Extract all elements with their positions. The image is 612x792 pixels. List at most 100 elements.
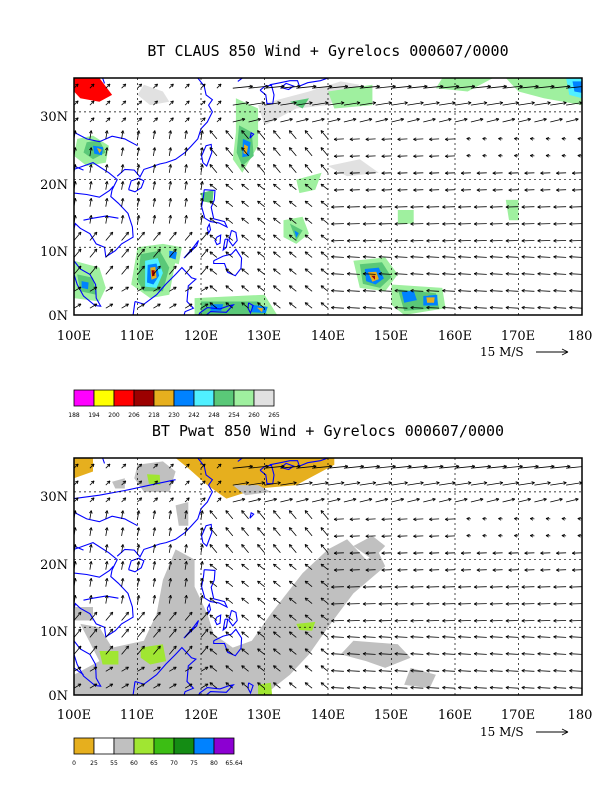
wind-vector [296,102,313,106]
wind-vector-head [257,147,261,151]
wind-vector-head [304,527,309,531]
wind-vector [105,117,111,123]
coastline [74,667,84,676]
wind-vector-head [333,568,338,572]
wind-vector [184,198,187,207]
wind-vector [248,465,269,469]
coastline [228,229,238,247]
wind-vector-head [388,101,392,105]
wind-vector-head [225,665,229,669]
wind-vector [320,563,329,571]
wind-vector-head [499,101,504,105]
wind-vector-head [394,288,398,293]
wind-vector-head [410,668,414,673]
wind-vector-head [349,154,354,158]
fill-region [151,270,155,277]
wind-vector [89,544,92,553]
wind-vector-head [349,517,354,522]
wind-vector-head [173,611,177,616]
wind-vector [121,83,127,89]
wind-vector [257,527,265,537]
wind-vector-head [537,305,541,310]
wind-vector-head [340,101,345,105]
wind-vector [566,482,582,486]
wind-vector-head [442,239,446,243]
wind-vector-head [476,171,481,175]
wind-vector-head [473,239,478,243]
wind-vector-head [257,665,261,669]
wind-vector [168,231,177,241]
wind-vector [375,465,396,469]
wind-vector-head [257,497,262,502]
wind-vector-head [288,251,293,255]
colorbar-label: 218 [148,412,160,419]
wind-vector-head [464,497,468,502]
wind-vector-head [505,585,509,589]
wind-vector [153,83,158,89]
wind-vector-head [241,164,245,168]
wind-vector-head [273,147,277,151]
wind-vector-head [410,222,414,226]
wind-vector-head [537,652,541,656]
colorbar-swatch [93,737,115,755]
wind-vector [304,597,313,604]
wind-vector-head [429,154,433,158]
wind-vector-head [489,205,494,209]
wind-vector-head [556,551,560,555]
wind-vector [241,510,249,520]
wind-vector [89,527,92,536]
wind-vector [200,463,206,469]
wind-vector-head [458,222,462,226]
wind-vector [225,251,234,258]
wind-vector-head [257,130,261,134]
wind-vector-head [120,578,125,582]
wind-vector-head [448,497,452,502]
wind-vector-head [495,117,500,122]
wind-vector-head [331,205,335,209]
wind-vector-head [458,585,462,589]
wind-vector [394,636,408,638]
wind-vector-head [122,100,127,105]
wind-vector-head [572,551,576,555]
wind-vector [410,256,424,258]
wind-vector [362,670,376,672]
wind-vector [74,303,82,309]
wind-vector-head [368,117,373,122]
coastline [132,646,198,695]
coastline [83,595,119,601]
wind-vector [169,666,177,672]
wind-vector-head [257,117,262,122]
wind-vector [273,614,281,621]
wind-vector [200,510,203,519]
wind-vector [232,102,249,106]
wind-vector-head [173,683,177,687]
wind-vector-head [540,171,544,175]
wind-vector-head [204,286,209,291]
wind-vector-head [184,147,188,151]
wind-vector [320,665,329,672]
coastline [222,618,229,632]
wind-vector [121,147,124,156]
wind-vector-head [346,619,351,623]
wind-vector-head [429,171,433,175]
wind-vector [209,130,218,140]
wind-vector [553,307,567,309]
wind-vector-head [365,171,369,175]
wind-vector [347,636,360,638]
wind-vector-head [257,580,261,585]
wind-vector [248,102,265,106]
wind-vector-head [545,517,550,521]
wind-vector [232,498,246,503]
wind-vector [168,198,172,207]
wind-vector [105,83,111,89]
wind-vector-head [89,214,93,219]
wind-vector [581,121,582,122]
wind-vector-head [572,171,576,175]
wind-vector-head [458,305,462,310]
wind-vector-head [90,480,95,485]
wind-vector [169,83,174,89]
wind-vector-head [537,272,541,276]
wind-vector-head [320,302,325,306]
wind-vector-head [569,652,573,656]
wind-vector-head [200,561,204,565]
